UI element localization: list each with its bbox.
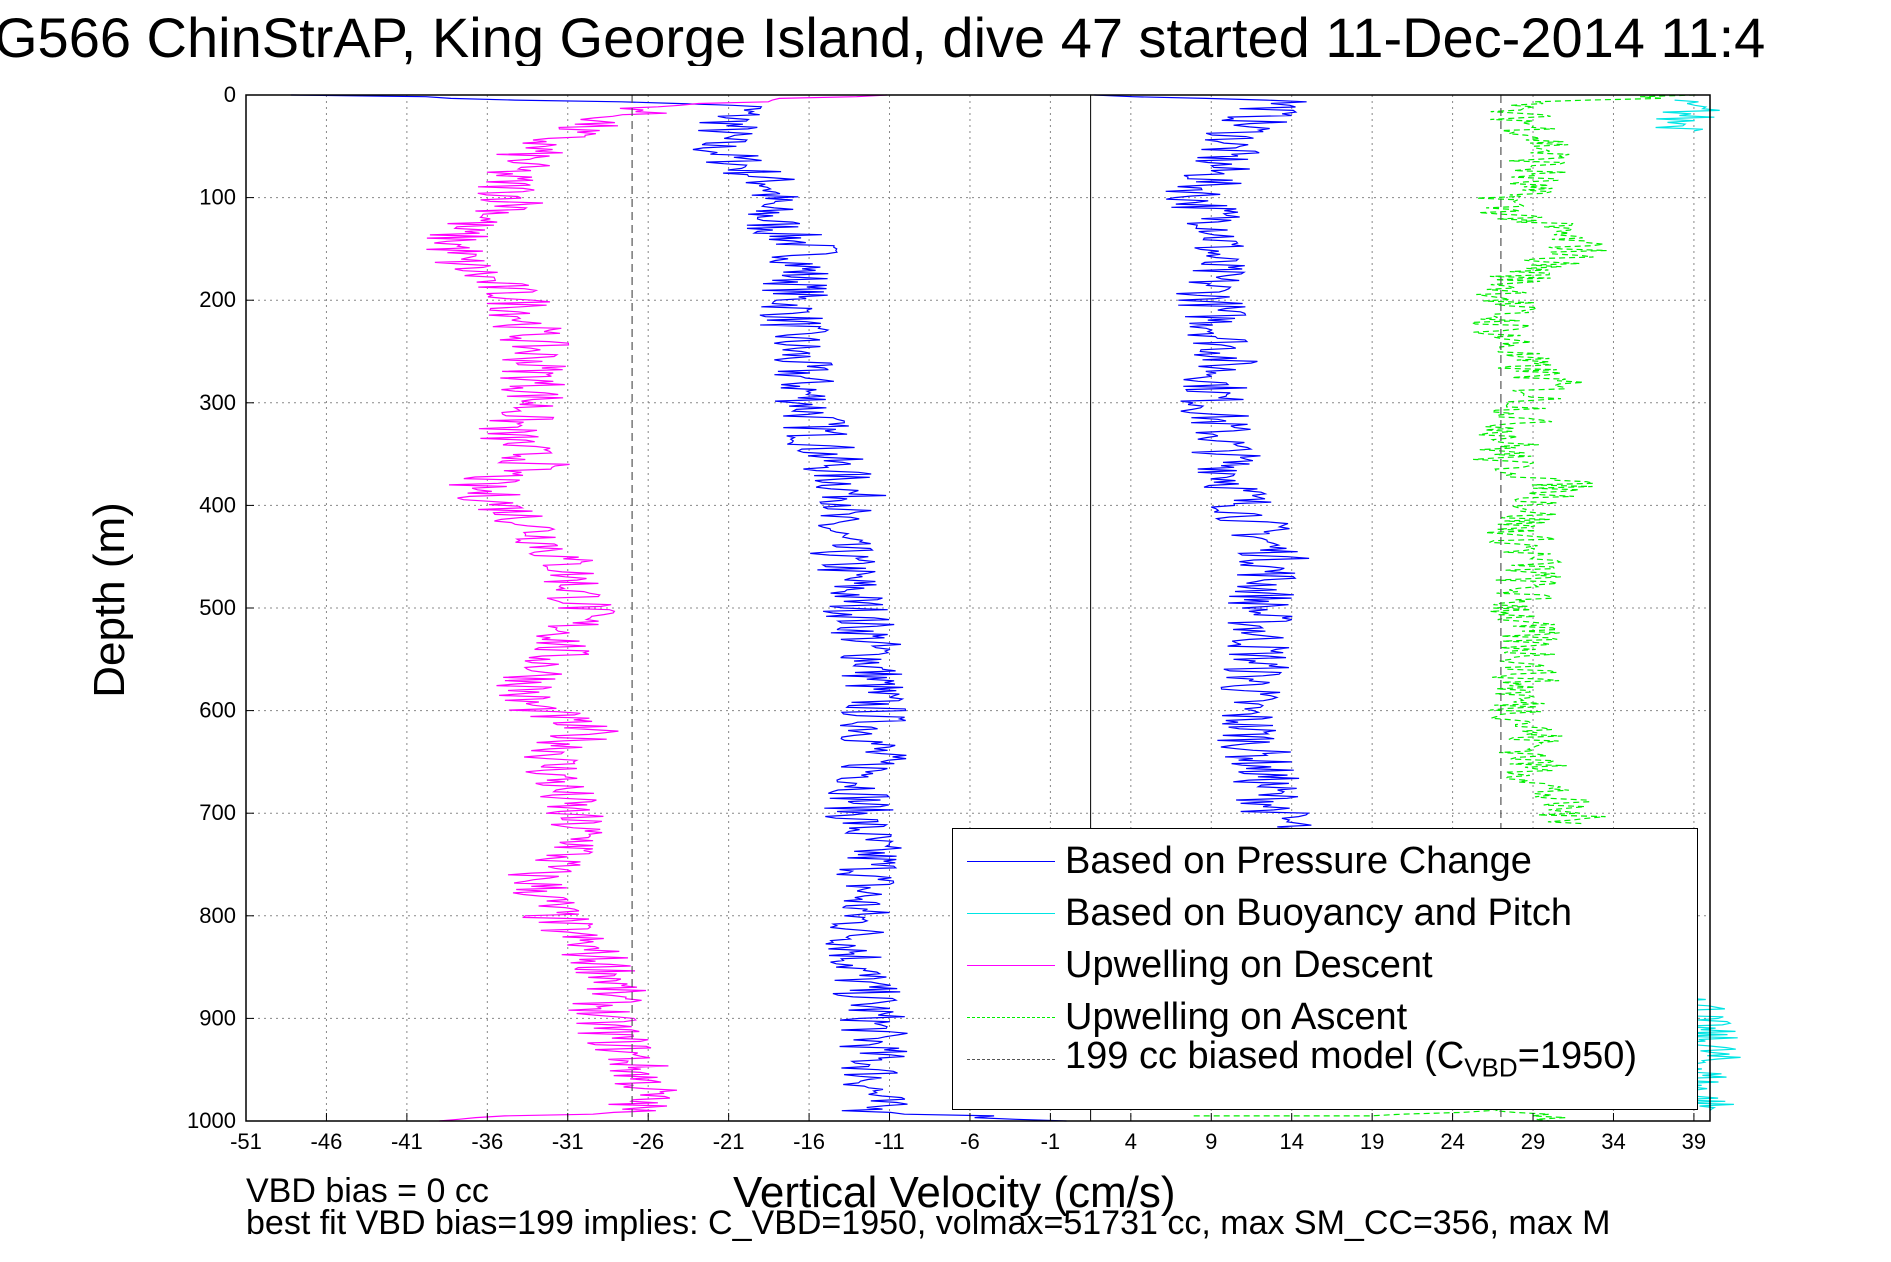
legend-label: Based on Buoyancy and Pitch [1065,891,1573,934]
y-tick-label: 900 [199,1005,236,1030]
x-tick-label: -6 [960,1129,980,1154]
legend-item-buoyancy: Based on Buoyancy and Pitch [967,889,1572,937]
y-tick-label: 700 [199,800,236,825]
x-tick-label: -21 [713,1129,745,1154]
legend-item-pressure: Based on Pressure Change [967,837,1532,885]
legend-label-model: 199 cc biased model (CVBD=1950) [1065,1035,1637,1084]
y-tick-label: 600 [199,698,236,723]
legend-label: Upwelling on Descent [1065,943,1433,986]
model-suffix: =1950) [1517,1034,1638,1077]
x-tick-label: -26 [632,1129,664,1154]
y-tick-label: 200 [199,287,236,312]
legend-item-model: 199 cc biased model (CVBD=1950) [967,1035,1637,1083]
x-tick-label: 39 [1682,1129,1706,1154]
series-line-0 [291,94,1067,1122]
x-tick-label: -41 [391,1129,423,1154]
y-tick-label: 300 [199,390,236,415]
x-tick-label: -11 [874,1129,904,1154]
y-tick-label: 500 [199,595,236,620]
x-tick-label: -31 [552,1129,584,1154]
y-tick-label: 400 [199,492,236,517]
x-tick-label: -1 [1041,1129,1061,1154]
vbd-bias-note: VBD bias = 0 cc [246,1172,489,1210]
x-tick-label: -36 [471,1129,503,1154]
legend-label: Based on Pressure Change [1065,839,1532,882]
best-fit-note: best fit VBD bias=199 implies: C_VBD=195… [246,1204,1611,1242]
x-tick-label: 4 [1125,1129,1137,1154]
legend-swatch [967,912,1055,914]
series-line-4 [426,94,888,1122]
y-tick-label: 0 [224,82,236,107]
x-tick-label: -51 [230,1129,262,1154]
y-tick-label: 1000 [187,1108,236,1133]
y-axis-label: Depth (m) [85,502,134,698]
x-tick-label: 34 [1601,1129,1625,1154]
x-tick-label: 29 [1521,1129,1545,1154]
legend-item-descent: Upwelling on Descent [967,941,1433,989]
tick-layer: -51 -46 -41 -36 -31 -26 -21 -16 -11 -6 -1 4 9 14 19 24 2… [187,82,1706,1154]
y-tick-label: 800 [199,903,236,928]
legend-label: Upwelling on Ascent [1065,995,1408,1038]
legend-swatch [967,860,1055,862]
model-label: 199 cc biased model (C [1065,1034,1465,1077]
series-line-2 [1655,99,1720,132]
series-line-5 [1471,94,1696,825]
model-sub: VBD [1464,1052,1518,1083]
chart-legend: Based on Pressure Change Based on Buoyan… [952,828,1698,1110]
chart-title: G566 ChinStrAP, King George Island, dive… [0,10,1766,66]
legend-swatch [967,964,1055,966]
legend-item-ascent: Upwelling on Ascent [967,993,1407,1041]
x-tick-label: -16 [793,1129,825,1154]
series-line-1 [1094,94,1312,830]
legend-swatch [967,1016,1055,1018]
x-tick-label: -46 [311,1129,343,1154]
x-tick-label: 9 [1205,1129,1217,1154]
y-tick-label: 100 [199,185,236,210]
x-tick-label: 19 [1360,1129,1384,1154]
x-axis-label: Vertical Velocity (cm/s) [733,1168,1176,1217]
legend-swatch-model [967,1058,1055,1060]
x-tick-label: 14 [1279,1129,1303,1154]
x-tick-label: 24 [1440,1129,1464,1154]
